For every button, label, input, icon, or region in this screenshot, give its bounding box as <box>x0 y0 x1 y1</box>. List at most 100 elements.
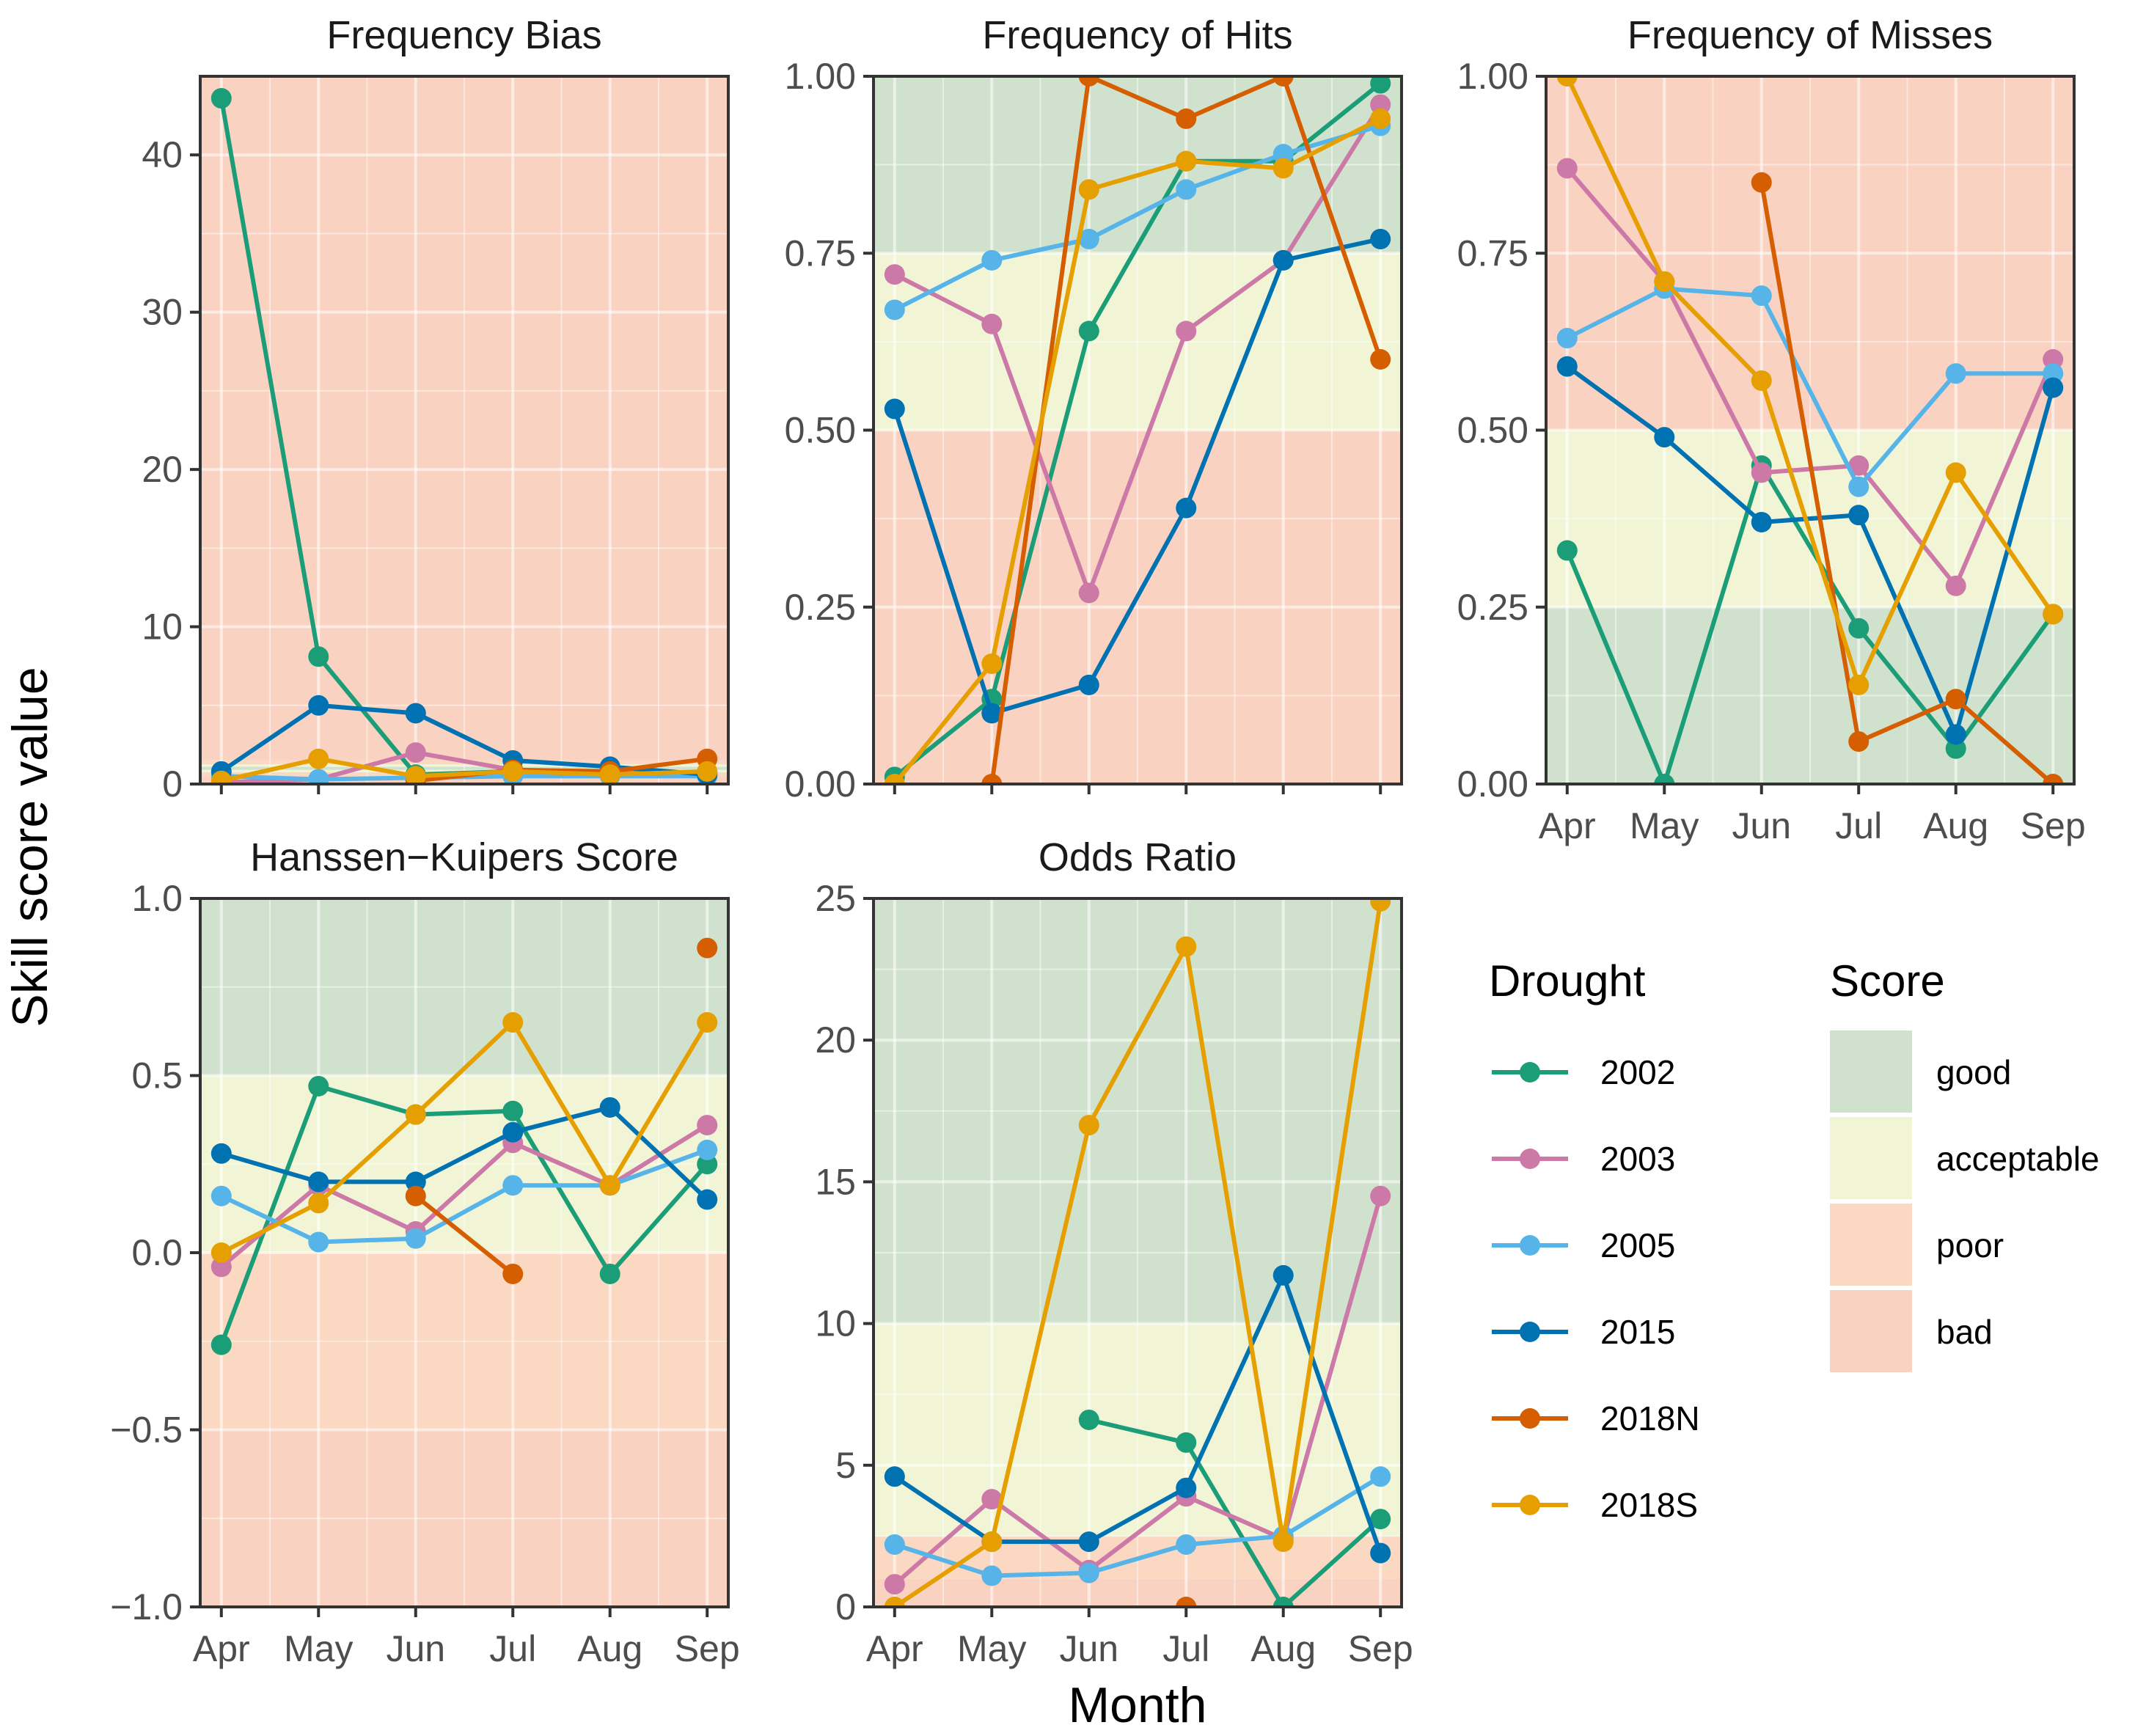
point-2018n-sep <box>1370 349 1391 370</box>
legend-item-2018n: 2018N <box>1492 1399 1700 1437</box>
legend-item-2003: 2003 <box>1492 1140 1675 1178</box>
point-2005-jun <box>1751 285 1772 307</box>
point-2005-jul <box>502 1175 524 1196</box>
point-2005-may <box>308 769 329 785</box>
point-2018s-sep <box>1370 108 1391 129</box>
legend-label: 2018N <box>1600 1399 1700 1437</box>
x-tick-label: Sep <box>2021 805 2086 846</box>
x-tick-label: Apr <box>193 1628 250 1669</box>
point-2005-jun <box>1078 228 1099 249</box>
panel-title: Frequency of Misses <box>1627 13 1993 57</box>
point-2003-apr <box>1556 158 1578 179</box>
point-2003-sep <box>1370 94 1391 115</box>
x-tick-label: Jul <box>1162 1628 1209 1669</box>
y-tick-label: 20 <box>142 449 183 490</box>
point-2002-sep <box>697 1154 718 1175</box>
y-tick-label: 0.50 <box>1457 410 1528 451</box>
series-line-2018s <box>1565 75 2055 687</box>
band-good-3 <box>874 898 1402 1324</box>
y-tick-label: 0 <box>162 763 183 805</box>
x-tick-label: Jun <box>1732 805 1791 846</box>
series-2018n <box>1751 172 2064 785</box>
y-tick-label: 0.0 <box>131 1232 183 1273</box>
y-tick-label: 0.25 <box>785 587 856 628</box>
point-2015-sep <box>1370 1542 1391 1564</box>
point-2003-apr <box>884 1574 905 1595</box>
point-2005-apr <box>210 1185 232 1206</box>
point-2002-sep <box>1370 1509 1391 1530</box>
point-2002-aug <box>1945 738 1966 759</box>
point-2018s-jul <box>1848 674 1870 695</box>
band-acceptable-4 <box>200 764 728 767</box>
band-bad-0 <box>874 1578 1402 1607</box>
series-line-2003 <box>893 103 1383 596</box>
point-2015-may <box>1654 427 1675 448</box>
series-line-2015 <box>893 1272 1383 1554</box>
point-2005-apr <box>884 1534 905 1555</box>
point-2018s-jun <box>405 766 426 785</box>
legend-key-point <box>1520 1408 1540 1429</box>
y-tick-label: 40 <box>142 134 183 175</box>
series-2018s <box>1556 75 2064 695</box>
point-2018s-jun <box>1751 370 1772 391</box>
y-axis-title: Skill score value <box>2 667 58 1027</box>
panel-odds-ratio: Odds Ratio 0 5 10 15 20 25 Apr May Jun Jul Aug Sep <box>815 835 1413 1669</box>
point-2015-apr <box>1556 356 1578 377</box>
band-bad-0 <box>200 776 728 784</box>
band-good-3 <box>200 766 728 770</box>
y-tick-label: 25 <box>815 878 856 919</box>
point-2018s-jun <box>405 1104 426 1125</box>
legend-label: 2002 <box>1600 1053 1675 1091</box>
point-2002-apr <box>210 88 232 109</box>
point-2018s-aug <box>599 764 620 785</box>
point-2015-jul <box>1848 505 1870 526</box>
x-tick-label: Jun <box>1059 1628 1118 1669</box>
point-2018n-jun <box>405 1185 426 1206</box>
point-2003-may <box>981 1489 1003 1510</box>
x-tick-label: Aug <box>1923 805 1988 846</box>
point-2003-jun <box>1751 462 1772 483</box>
point-2003-aug <box>1945 575 1966 596</box>
point-2018s-jul <box>502 1012 524 1033</box>
point-2002-may <box>308 646 329 667</box>
series-line-2015 <box>220 1105 709 1201</box>
band-good-0 <box>1546 607 2074 784</box>
point-2003-jun <box>405 742 426 763</box>
point-2005-jul <box>1176 179 1197 200</box>
series-line-2018s <box>893 901 1383 1608</box>
x-tick-label: May <box>284 1628 353 1669</box>
x-tick-label: Sep <box>675 1628 740 1669</box>
point-2015-apr <box>210 1143 232 1164</box>
point-2002-jul <box>1848 618 1870 639</box>
legend-key-point <box>1520 1495 1540 1515</box>
series-2018n <box>405 937 718 1284</box>
point-2003-sep <box>2043 349 2064 370</box>
point-2005-may <box>308 1231 329 1253</box>
point-2002-apr <box>1556 540 1578 561</box>
point-2015-sep <box>2043 377 2064 398</box>
band-good-3 <box>200 898 728 1076</box>
series-line-2003 <box>893 1195 1383 1586</box>
series-line-2015 <box>892 236 1381 716</box>
series-line-2018n <box>414 1194 515 1276</box>
y-tick-label: 0 <box>835 1586 856 1627</box>
panel-frequency-bias: Frequency Bias 0 10 20 30 40 <box>142 13 730 805</box>
series-line-2018n <box>1759 182 2055 785</box>
point-2015-aug <box>599 1096 620 1118</box>
series-2018s <box>884 108 1391 785</box>
point-2015-sep <box>697 1189 718 1210</box>
point-2015-jul <box>502 1121 524 1143</box>
band-bad-0 <box>200 1429 728 1607</box>
y-tick-label: 1.00 <box>785 56 856 97</box>
series-2015 <box>210 1096 718 1210</box>
y-tick-label: 5 <box>835 1445 856 1486</box>
legend-score-title: Score <box>1830 956 1945 1006</box>
point-2015-aug <box>1272 1264 1294 1286</box>
point-2015-jul <box>1176 497 1197 519</box>
series-2018s <box>884 897 1391 1608</box>
y-tick-label: 0.5 <box>131 1055 183 1096</box>
legend-label: 2018S <box>1600 1486 1698 1524</box>
x-tick-label: Sep <box>1348 1628 1413 1669</box>
legend-label: poor <box>1936 1226 2004 1264</box>
legend-key-point <box>1520 1322 1540 1342</box>
